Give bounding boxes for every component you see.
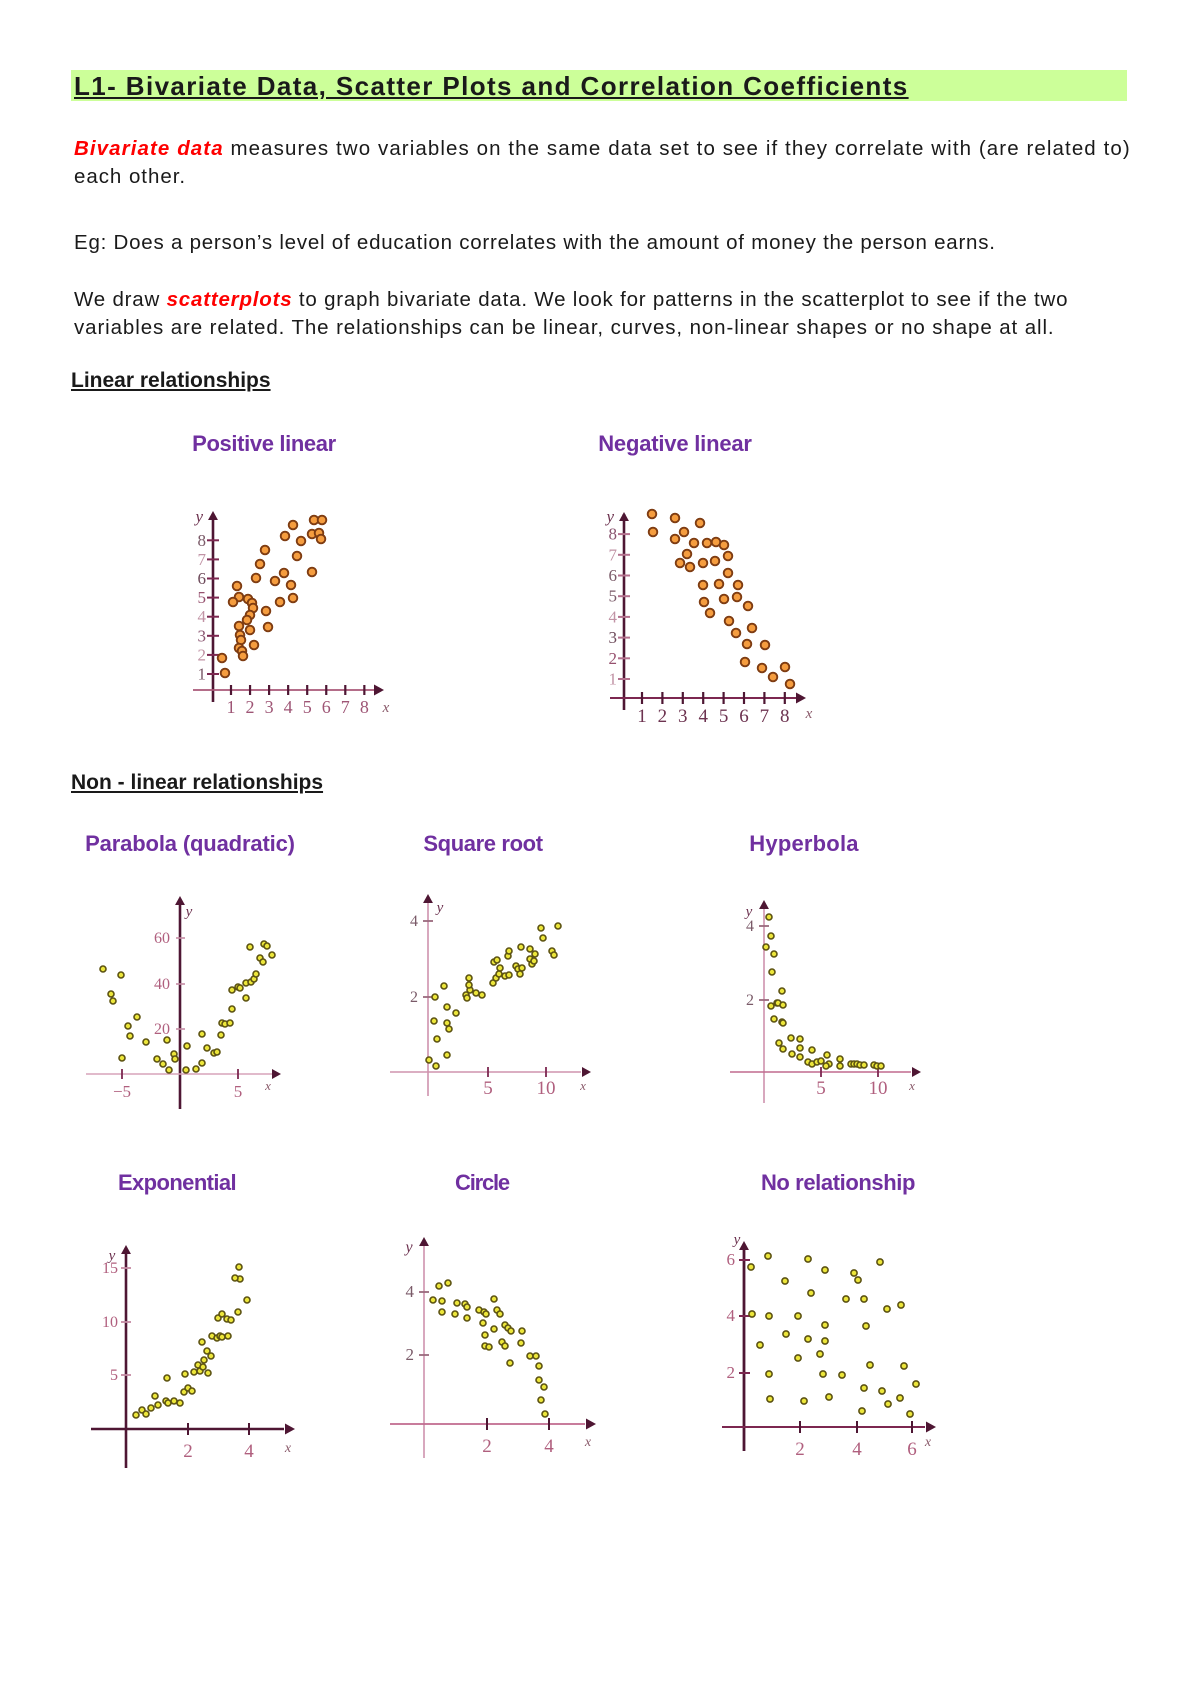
svg-text:6: 6: [322, 697, 331, 717]
svg-text:8: 8: [780, 706, 790, 727]
svg-text:4: 4: [544, 1436, 554, 1457]
svg-text:15: 15: [102, 1260, 118, 1277]
svg-text:y: y: [403, 1239, 413, 1256]
svg-text:x: x: [264, 1078, 271, 1093]
svg-text:4: 4: [746, 918, 754, 935]
svg-text:2: 2: [746, 992, 754, 1009]
svg-text:4: 4: [284, 697, 293, 717]
svg-text:2: 2: [795, 1439, 805, 1460]
svg-text:3: 3: [265, 697, 274, 717]
svg-text:1: 1: [227, 697, 236, 717]
svg-text:2: 2: [246, 697, 255, 717]
svg-text:7: 7: [198, 550, 207, 569]
svg-text:x: x: [382, 700, 390, 716]
svg-text:y: y: [184, 904, 193, 920]
svg-text:x: x: [924, 1435, 932, 1450]
svg-text:2: 2: [658, 706, 668, 727]
svg-text:8: 8: [609, 525, 618, 544]
svg-text:2: 2: [406, 1345, 415, 1364]
svg-text:4: 4: [410, 913, 418, 930]
svg-text:1: 1: [609, 670, 618, 689]
svg-text:60: 60: [154, 930, 170, 947]
svg-text:5: 5: [609, 587, 618, 606]
svg-text:3: 3: [609, 628, 618, 647]
svg-text:2: 2: [183, 1441, 193, 1462]
svg-text:2: 2: [727, 1363, 736, 1382]
svg-text:2: 2: [410, 989, 418, 1006]
svg-text:5: 5: [110, 1367, 118, 1384]
svg-text:10: 10: [869, 1078, 888, 1099]
svg-text:4: 4: [852, 1439, 862, 1460]
svg-text:8: 8: [360, 697, 369, 717]
svg-text:10: 10: [537, 1078, 556, 1099]
svg-text:5: 5: [719, 706, 729, 727]
svg-text:3: 3: [198, 626, 207, 645]
svg-text:x: x: [284, 1441, 292, 1456]
svg-text:y: y: [732, 1232, 741, 1248]
svg-text:−5: −5: [113, 1082, 131, 1101]
svg-text:4: 4: [244, 1441, 254, 1462]
svg-text:4: 4: [698, 706, 708, 727]
svg-text:4: 4: [609, 607, 618, 626]
svg-text:5: 5: [816, 1078, 826, 1099]
svg-text:2: 2: [609, 649, 618, 668]
svg-text:6: 6: [727, 1250, 736, 1269]
svg-text:6: 6: [198, 569, 207, 588]
svg-text:20: 20: [154, 1021, 170, 1038]
svg-text:40: 40: [154, 976, 170, 993]
svg-text:5: 5: [303, 697, 312, 717]
svg-text:y: y: [744, 904, 753, 920]
svg-text:7: 7: [609, 545, 618, 564]
svg-text:4: 4: [406, 1282, 415, 1301]
svg-text:2: 2: [198, 645, 207, 664]
svg-text:7: 7: [760, 706, 770, 727]
svg-text:x: x: [584, 1435, 592, 1450]
svg-text:4: 4: [198, 607, 207, 626]
svg-text:3: 3: [678, 706, 688, 727]
svg-text:x: x: [908, 1078, 915, 1093]
svg-text:y: y: [107, 1248, 116, 1264]
svg-text:1: 1: [198, 665, 207, 684]
svg-text:5: 5: [234, 1082, 243, 1101]
svg-text:8: 8: [198, 531, 207, 550]
svg-text:5: 5: [198, 588, 207, 607]
svg-text:y: y: [193, 507, 203, 526]
svg-text:6: 6: [609, 566, 618, 585]
svg-text:y: y: [604, 507, 614, 526]
svg-text:5: 5: [483, 1078, 493, 1099]
svg-text:y: y: [435, 900, 444, 916]
svg-text:6: 6: [739, 706, 749, 727]
svg-text:6: 6: [907, 1439, 917, 1460]
svg-text:10: 10: [102, 1314, 118, 1331]
svg-text:x: x: [805, 706, 813, 722]
svg-text:4: 4: [727, 1306, 736, 1325]
svg-text:7: 7: [341, 697, 350, 717]
svg-text:2: 2: [482, 1436, 492, 1457]
svg-text:1: 1: [637, 706, 647, 727]
svg-text:x: x: [579, 1078, 586, 1093]
